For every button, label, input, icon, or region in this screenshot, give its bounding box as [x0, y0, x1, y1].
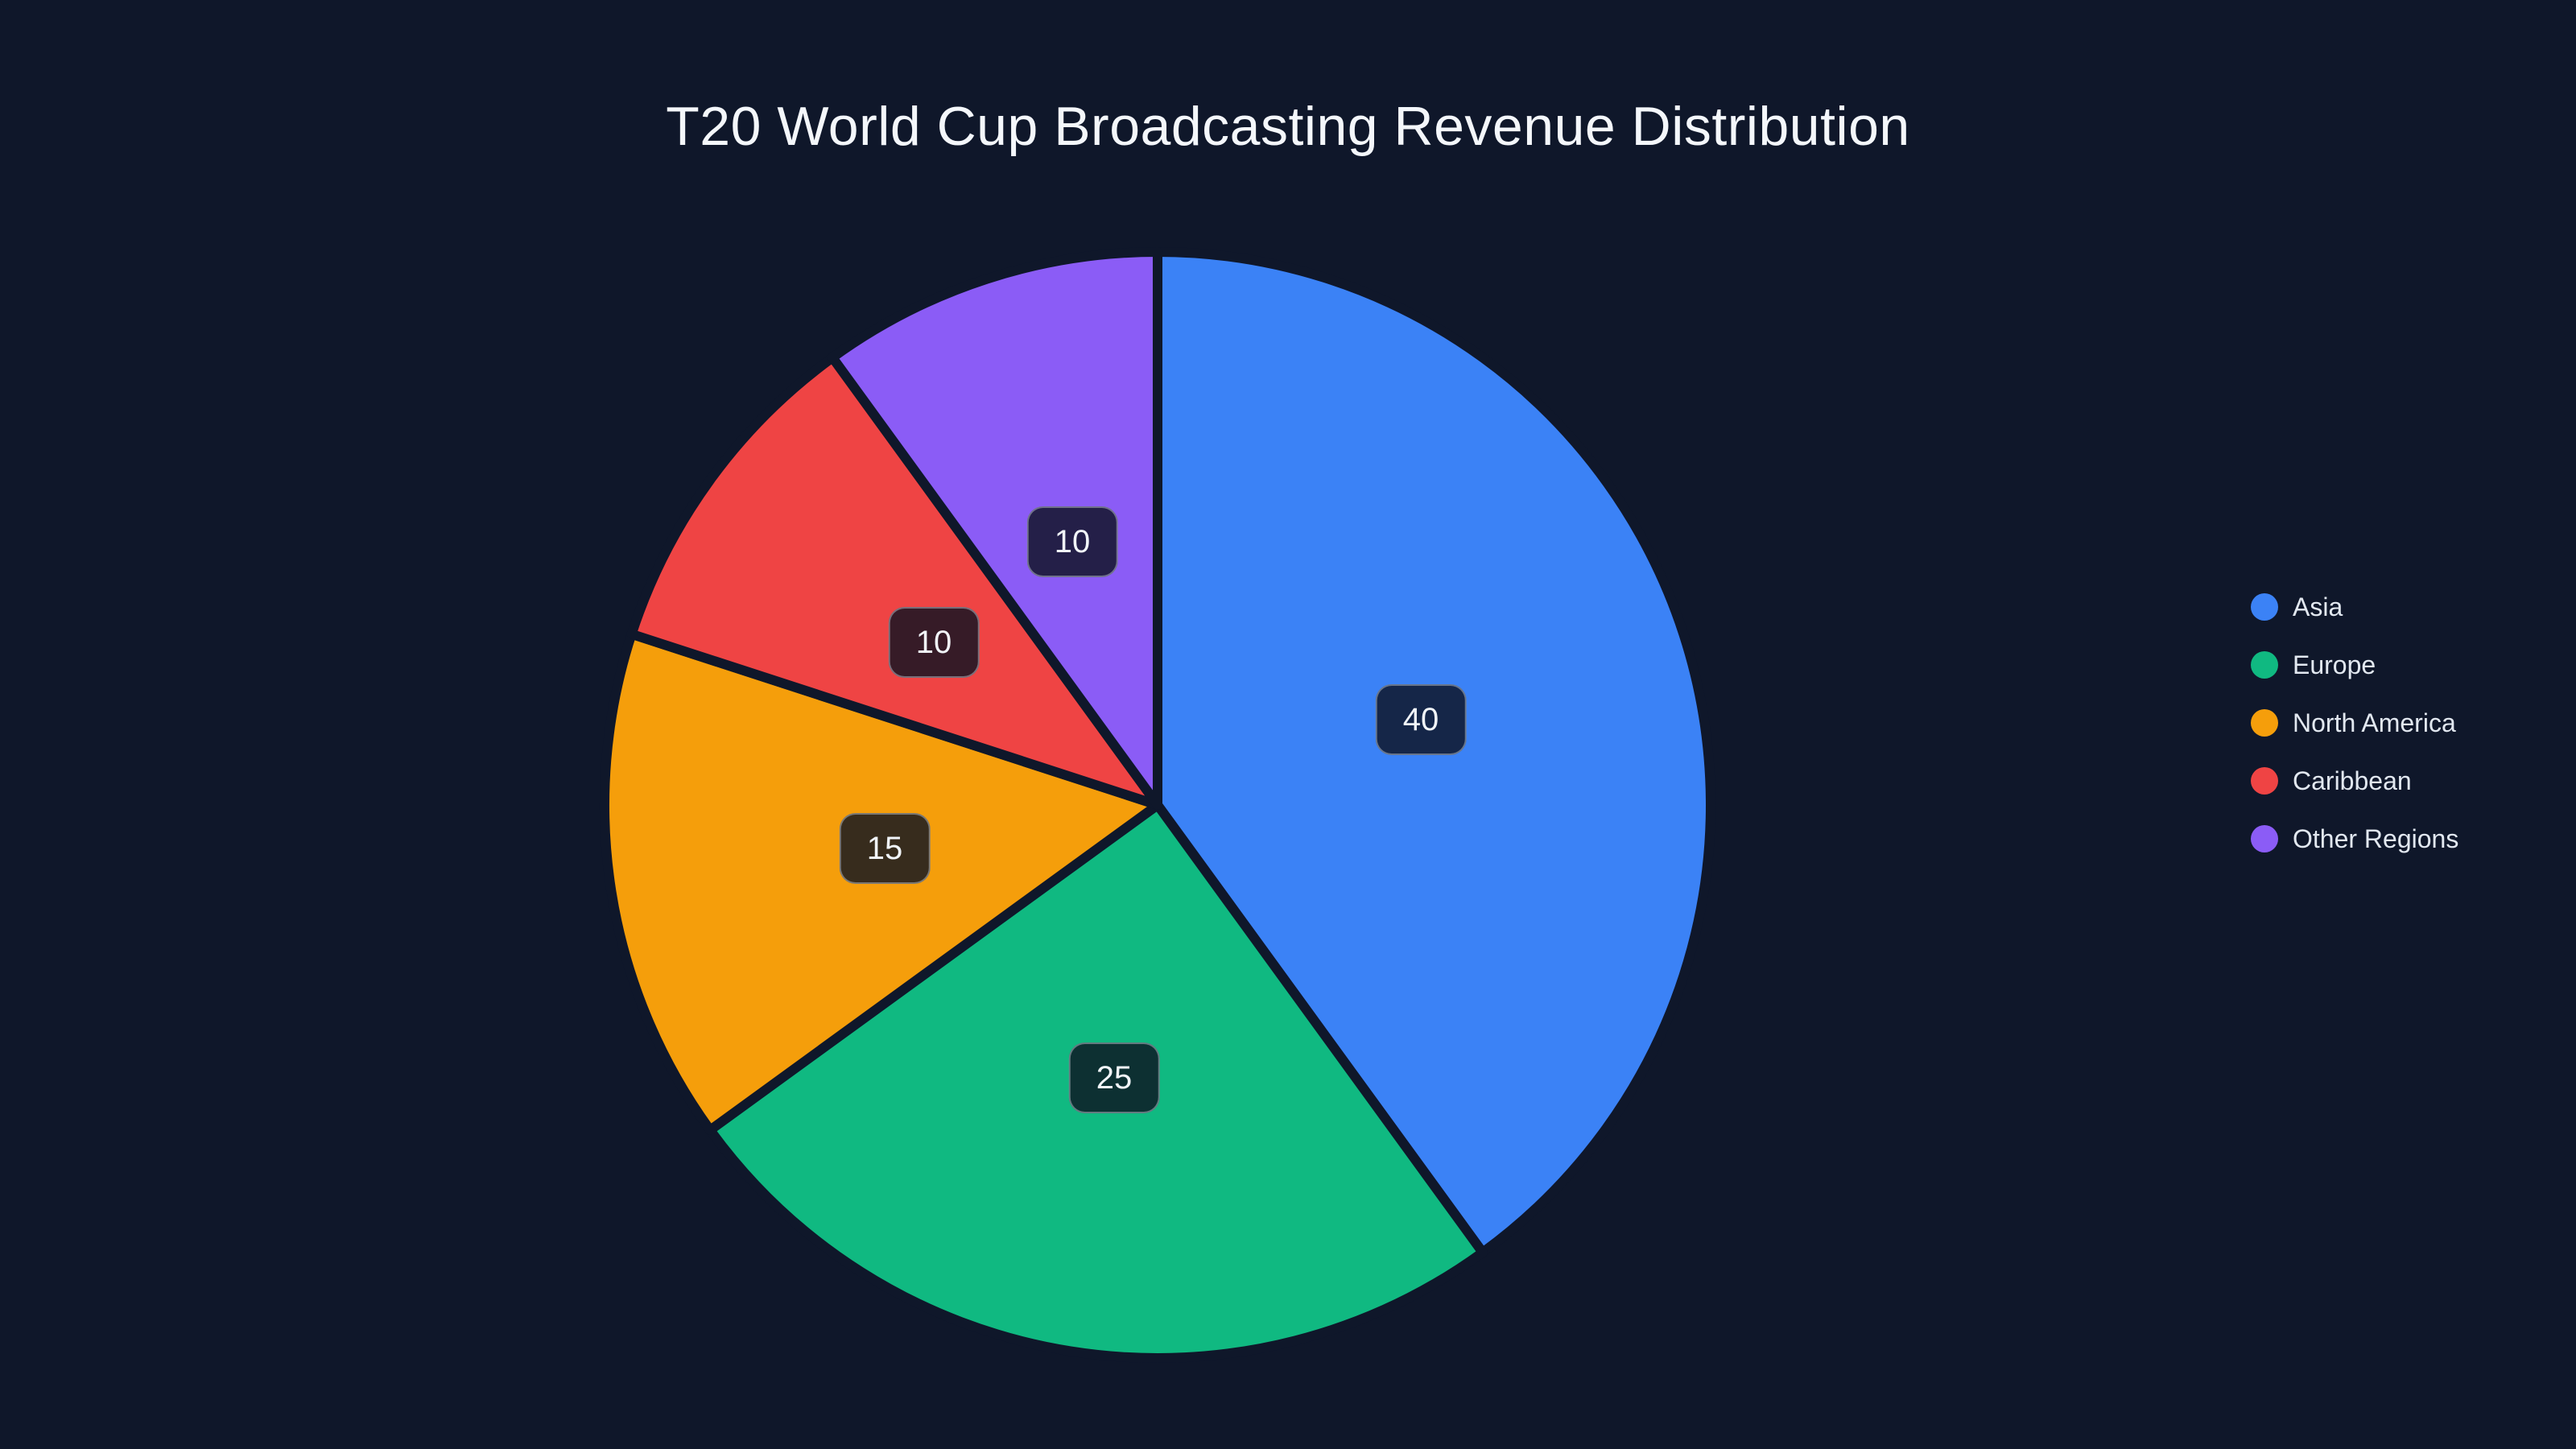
- legend-swatch-icon: [2251, 825, 2278, 852]
- legend-item-europe[interactable]: Europe: [2251, 651, 2458, 679]
- legend-swatch-icon: [2251, 767, 2278, 795]
- legend-label: Other Regions: [2293, 824, 2459, 853]
- legend-label: Caribbean: [2293, 766, 2412, 795]
- legend: Asia Europe North America Caribbean Other Re…: [2251, 593, 2458, 852]
- legend-item-north-america[interactable]: North America: [2251, 709, 2458, 737]
- legend-item-asia[interactable]: Asia: [2251, 593, 2458, 621]
- pie-slice-other-regions[interactable]: [828, 247, 1162, 810]
- legend-item-other-regions[interactable]: Other Regions: [2251, 825, 2458, 852]
- legend-swatch-icon: [2251, 651, 2278, 679]
- legend-item-caribbean[interactable]: Caribbean: [2251, 767, 2458, 795]
- legend-label: North America: [2293, 708, 2456, 737]
- legend-swatch-icon: [2251, 709, 2278, 737]
- chart-title: T20 World Cup Broadcasting Revenue Distr…: [666, 96, 1910, 157]
- legend-swatch-icon: [2251, 593, 2278, 621]
- pie-slice-caribbean[interactable]: [626, 353, 1162, 810]
- legend-label: Asia: [2293, 592, 2343, 621]
- legend-label: Europe: [2293, 650, 2376, 679]
